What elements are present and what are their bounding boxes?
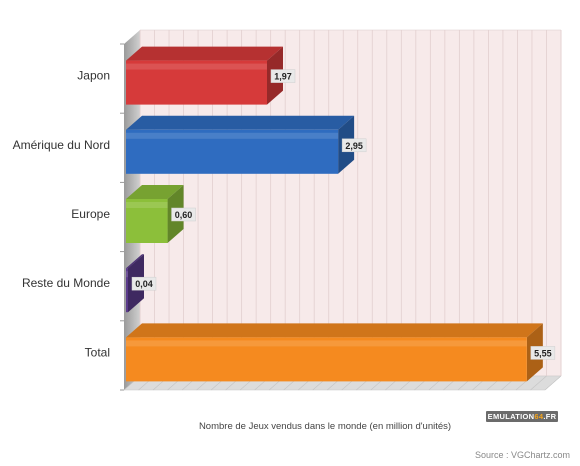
bar-highlight [126, 271, 128, 278]
floor-hatch [544, 375, 562, 391]
category-label: Europe [71, 207, 110, 221]
value-label: 0,04 [135, 279, 153, 289]
value-label: 0,60 [175, 210, 193, 220]
bar-top [126, 185, 184, 199]
x-axis-label: Nombre de Jeux vendus dans le monde (en … [198, 421, 452, 432]
value-label-box [131, 276, 157, 291]
value-label: 5,55 [534, 348, 552, 358]
bar-highlight [126, 340, 527, 347]
category-label: Japon [77, 69, 110, 83]
site-logo: EMULATION64.FR [486, 411, 558, 422]
category-label: Total [85, 345, 110, 359]
value-label-box [341, 138, 367, 153]
value-label-box [530, 346, 556, 360]
bars [126, 46, 543, 382]
source-credit: Source : VGChartz.com [474, 450, 570, 460]
value-label-box [171, 207, 196, 222]
bar-total [126, 323, 543, 382]
category-label: Reste du Monde [22, 276, 110, 290]
bar-top [126, 46, 283, 61]
bar-am-rique-du-nord [126, 115, 355, 174]
logo-text-accent: 64 [534, 412, 544, 421]
value-label: 1,97 [274, 72, 292, 82]
value-label-box [270, 69, 296, 83]
value-label: 2,95 [345, 141, 363, 151]
bar-japon [126, 46, 283, 105]
bar-highlight [126, 202, 168, 208]
bar-highlight [126, 132, 339, 139]
bar-front [126, 268, 128, 313]
category-label: Amérique du Nord [13, 138, 110, 152]
logo-text-main: EMULATION [487, 412, 535, 421]
bar-top [126, 254, 144, 269]
bar-top [126, 115, 355, 130]
floor-hatch [530, 375, 547, 391]
logo-text-suffix: .FR [543, 412, 557, 421]
bar-highlight [126, 63, 267, 70]
labels: 1,97 Japon 2,95 Amérique du Nord 0,60 Europe 0… [13, 69, 556, 360]
bar-top [126, 323, 543, 338]
